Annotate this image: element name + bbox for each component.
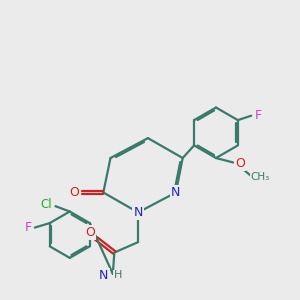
Text: O: O: [85, 226, 95, 239]
Text: CH₃: CH₃: [250, 172, 270, 182]
Text: N: N: [134, 206, 143, 219]
Text: O: O: [235, 158, 245, 170]
Text: F: F: [254, 109, 262, 122]
Text: Cl: Cl: [41, 198, 52, 211]
Text: H: H: [114, 270, 122, 280]
Text: O: O: [70, 186, 80, 199]
Text: N: N: [171, 186, 181, 199]
Text: N: N: [99, 269, 109, 282]
Text: F: F: [25, 221, 32, 234]
